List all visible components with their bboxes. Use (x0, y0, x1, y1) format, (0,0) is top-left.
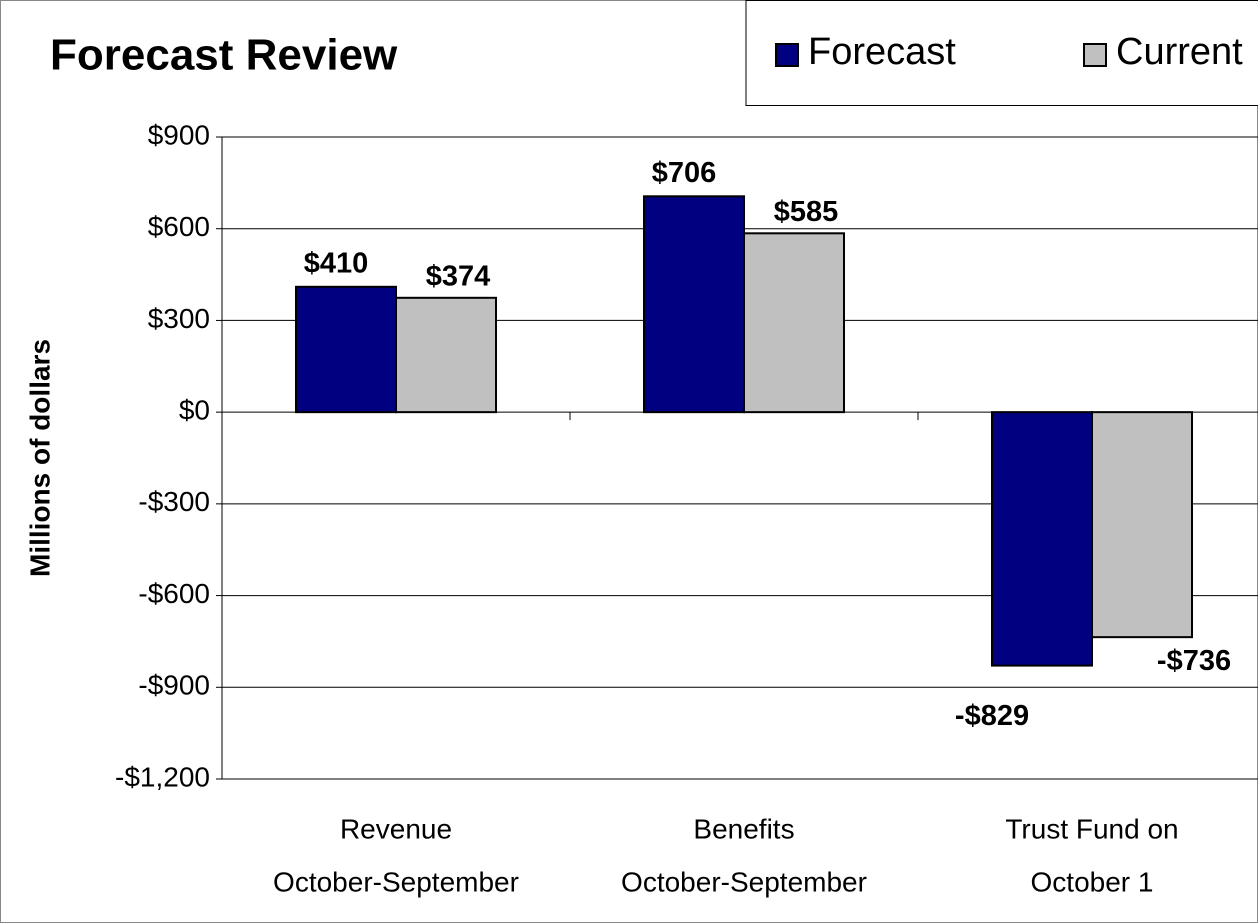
y-tick-label: $600 (148, 211, 210, 242)
legend-swatch (775, 43, 799, 67)
x-tick-label: October 1 (1031, 866, 1154, 897)
value-label: $410 (304, 247, 369, 279)
legend-label: Forecast (808, 31, 956, 73)
bar (295, 285, 397, 414)
x-tick-label: Revenue (340, 813, 452, 844)
bar (1091, 411, 1193, 639)
legend-box (745, 0, 1258, 106)
legend-label: Current (1116, 31, 1243, 73)
y-tick-label: -$600 (138, 578, 210, 609)
x-tick-label: October-September (621, 866, 867, 897)
y-tick-label: $300 (148, 303, 210, 334)
x-tick-label: Trust Fund on (1005, 813, 1178, 844)
y-tick-label: -$1,200 (115, 761, 210, 792)
bar (395, 296, 497, 414)
value-label: -$829 (955, 700, 1029, 732)
bar (991, 411, 1093, 667)
y-tick-label: $0 (179, 395, 210, 426)
chart-title: Forecast Review (50, 31, 398, 80)
bar (743, 232, 845, 414)
value-label: $706 (652, 157, 717, 189)
value-label: $374 (426, 260, 491, 292)
legend-swatch (1083, 43, 1107, 67)
y-tick-label: -$900 (138, 670, 210, 701)
x-tick-label: October-September (273, 866, 519, 897)
value-label: $585 (774, 196, 839, 228)
value-label: -$736 (1157, 645, 1231, 677)
x-tick-label: Benefits (693, 813, 794, 844)
bar (643, 195, 745, 414)
y-axis-label: Millions of dollars (24, 339, 55, 577)
y-tick-label: -$300 (138, 486, 210, 517)
y-tick-label: $900 (148, 119, 210, 150)
